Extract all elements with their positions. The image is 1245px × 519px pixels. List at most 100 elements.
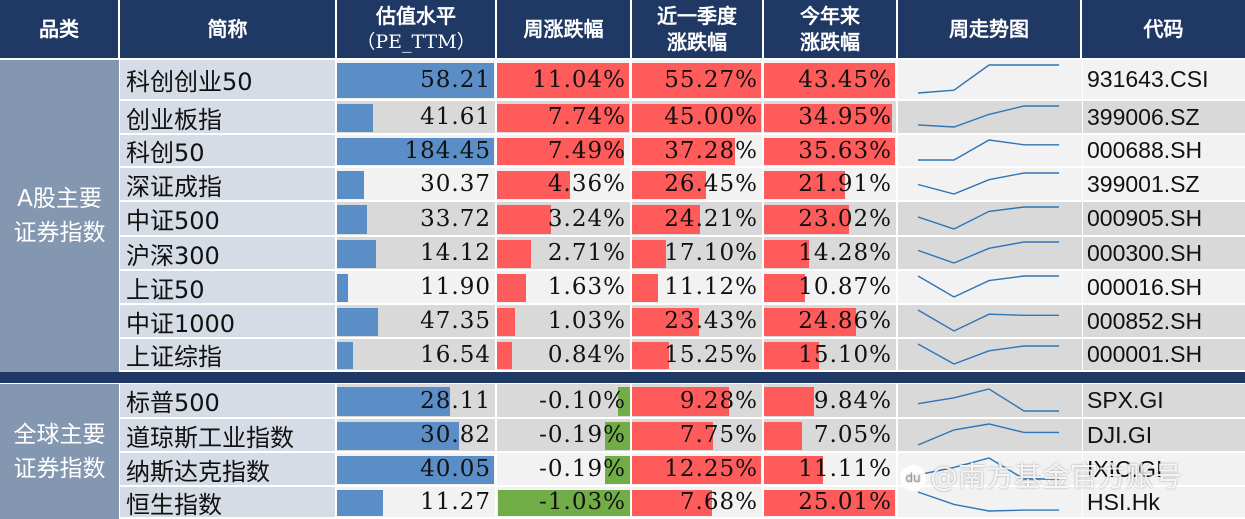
index-code: 399006.SZ	[1083, 101, 1245, 133]
index-code: SPX.GI	[1083, 384, 1245, 417]
sparkline-chart	[917, 457, 1059, 480]
index-name-text: 上证50	[126, 275, 205, 304]
weekly-change-cell: 0.84%	[497, 339, 630, 370]
pe-ttm-cell: 28.11	[337, 384, 495, 417]
quarter-change-cell: 55.27%	[632, 60, 762, 99]
weekly-trend-sparkline	[898, 202, 1082, 235]
header-pe: 估值水平 （PE_TTM）	[337, 0, 497, 58]
weekly-change-value: 0.84%	[547, 341, 626, 368]
ytd-change-data-bar	[764, 274, 805, 302]
weekly-trend-sparkline	[898, 305, 1082, 337]
pe-ttm-data-bar	[337, 240, 376, 268]
table-row: 上证50 11.90 1.63% 11.12% 10.87% 000016.SH	[120, 271, 1245, 305]
pe-ttm-data-bar	[337, 490, 383, 516]
weekly-change-value: 2.71%	[547, 240, 626, 266]
index-code-text: 399006.SZ	[1087, 103, 1200, 130]
pe-ttm-value: 30.37	[420, 171, 491, 197]
index-name-text: 上证综指	[126, 343, 222, 370]
index-code-text: 000688.SH	[1087, 137, 1203, 163]
header-code-label: 代码	[1143, 17, 1184, 41]
table-row: 标普500 28.11 -0.10% 9.28% 9.84% SPX.GI	[120, 384, 1245, 419]
weekly-change-data-bar	[497, 342, 512, 369]
pe-ttm-value: 58.21	[420, 66, 491, 93]
ytd-change-data-bar	[764, 387, 814, 416]
pe-ttm-cell: 14.12	[337, 237, 495, 269]
weekly-change-value: 3.24%	[547, 205, 626, 232]
ytd-change-data-bar	[764, 456, 823, 484]
index-code: 931643.CSI	[1083, 60, 1245, 99]
table-row: 纳斯达克指数 40.05 -0.19% 12.25% 11.11% IXIC.G…	[120, 453, 1245, 487]
index-code: HSI.Hk	[1083, 487, 1245, 517]
index-code: 000001.SH	[1083, 339, 1245, 370]
weekly-change-value: 7.49%	[547, 137, 626, 164]
header-trend-label: 周走势图	[949, 17, 1029, 41]
ytd-change-value: 21.91%	[798, 171, 892, 197]
index-name: 上证50	[120, 271, 335, 303]
ytd-change-value: 35.63%	[798, 137, 892, 164]
weekly-change-data-bar	[497, 171, 570, 199]
weekly-change-cell: -0.19%	[497, 453, 630, 485]
category-a-share: A股主要 证券指数	[0, 60, 119, 372]
quarter-change-cell: 12.25%	[632, 453, 762, 485]
index-code: 000905.SH	[1083, 202, 1245, 235]
weekly-trend-sparkline	[898, 60, 1082, 99]
weekly-change-value: -0.10%	[539, 387, 626, 414]
ytd-change-cell: 35.63%	[764, 135, 896, 166]
sparkline-chart	[917, 64, 1059, 94]
weekly-change-cell: 1.03%	[497, 305, 630, 337]
ytd-change-value: 15.10%	[798, 341, 892, 368]
ytd-change-data-bar	[764, 138, 895, 165]
ytd-change-cell: 14.28%	[764, 237, 896, 269]
index-name: 标普500	[120, 384, 335, 417]
ytd-change-value: 24.86%	[798, 308, 892, 334]
header-pe-line2: （PE_TTM）	[356, 31, 476, 53]
weekly-change-data-bar	[605, 422, 630, 450]
pe-ttm-cell: 11.27	[337, 487, 495, 517]
quarter-change-cell: 45.00%	[632, 101, 762, 133]
quarter-change-value: 12.25%	[664, 456, 758, 482]
index-code-text: 000905.SH	[1087, 205, 1203, 231]
weekly-change-cell: 11.04%	[497, 60, 630, 99]
index-name: 创业板指	[120, 101, 335, 133]
weekly-change-value: 1.03%	[547, 308, 626, 334]
weekly-trend-sparkline	[898, 271, 1082, 303]
header-trend: 周走势图	[898, 0, 1082, 58]
weekly-change-cell: 7.74%	[497, 101, 630, 133]
weekly-change-cell: -0.10%	[497, 384, 630, 417]
sparkline-chart	[917, 275, 1059, 298]
table-row: 恒生指数 11.27 -1.03% 7.68% 25.01% HSI.Hk	[120, 487, 1245, 519]
sparkline-chart	[917, 491, 1059, 512]
index-code-text: 000016.SH	[1087, 273, 1203, 300]
index-name: 纳斯达克指数	[120, 453, 335, 485]
pe-ttm-data-bar	[337, 422, 459, 450]
table-row: 科创50 184.45 7.49% 37.28% 35.63% 000688.S…	[120, 135, 1245, 168]
index-name: 恒生指数	[120, 487, 335, 517]
ytd-change-data-bar	[764, 63, 895, 98]
quarter-change-cell: 24.21%	[632, 202, 762, 235]
index-name-text: 标普500	[126, 389, 220, 417]
table-row: 上证综指 16.54 0.84% 15.25% 15.10% 000001.SH	[120, 339, 1245, 372]
header-pe-line1: 估值水平	[376, 4, 456, 28]
ytd-change-value: 23.02%	[798, 205, 892, 232]
table-row: 道琼斯工业指数 30.82 -0.19% 7.75% 7.05% DJI.GI	[120, 419, 1245, 453]
pe-ttm-data-bar	[337, 342, 353, 369]
quarter-change-data-bar	[632, 274, 658, 302]
category-global-line2: 证券指数	[13, 455, 106, 482]
quarter-change-value: 7.68%	[679, 489, 758, 515]
quarter-change-cell: 9.28%	[632, 384, 762, 417]
weekly-change-cell: 3.24%	[497, 202, 630, 235]
weekly-change-cell: -1.03%	[497, 487, 630, 517]
index-name: 道琼斯工业指数	[120, 419, 335, 451]
index-code: 000852.SH	[1083, 305, 1245, 337]
quarter-change-cell: 15.25%	[632, 339, 762, 370]
quarter-change-cell: 37.28%	[632, 135, 762, 166]
weekly-change-data-bar	[497, 205, 551, 234]
index-name-text: 科创50	[126, 139, 205, 166]
watermark: du @南方基金官方账号	[900, 455, 1182, 495]
ytd-change-data-bar	[764, 104, 892, 132]
sparkline-chart	[918, 139, 1059, 161]
header-quarter-line2: 涨跌幅	[667, 30, 727, 54]
quarter-change-value: 23.43%	[664, 308, 758, 334]
sparkline-chart	[917, 206, 1059, 230]
quarter-change-cell: 7.68%	[632, 487, 762, 517]
